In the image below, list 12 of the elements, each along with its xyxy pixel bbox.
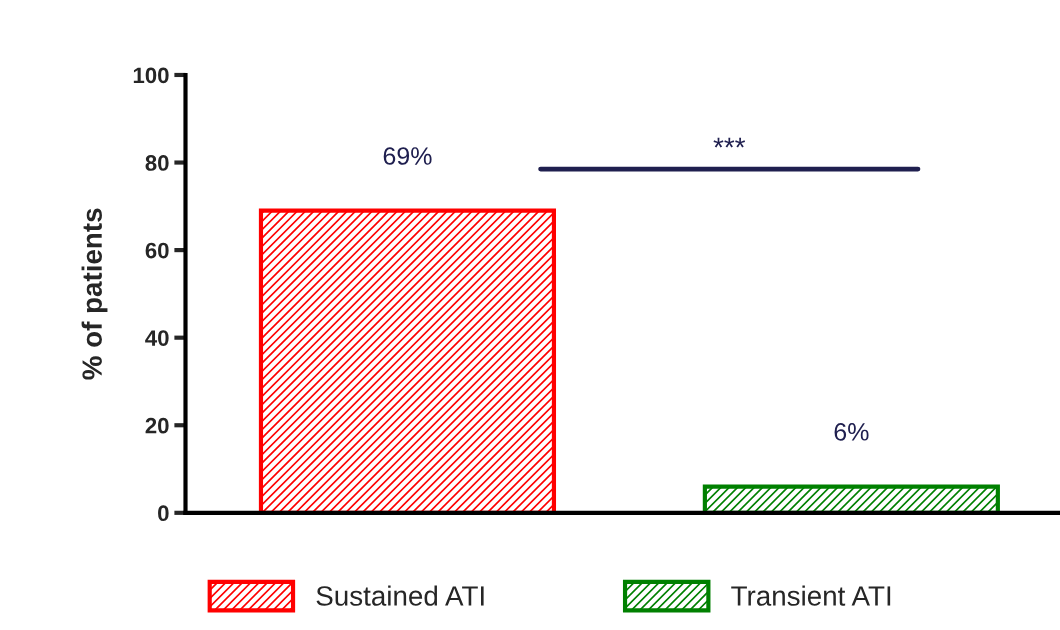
y-tick-label: 60 xyxy=(145,242,169,259)
data-label: 6% xyxy=(834,423,869,441)
y-tick-label: 20 xyxy=(145,417,169,434)
data-label: 69% xyxy=(383,147,432,165)
annotation: *** xyxy=(713,137,746,148)
y-axis-title: % of patients xyxy=(81,208,108,380)
legend-label: Sustained ATI xyxy=(316,585,484,606)
y-tick-label: 80 xyxy=(145,155,169,171)
legend-label: Transient ATI xyxy=(731,585,891,606)
y-tick-label: 100 xyxy=(133,67,169,84)
y-tick-label: 0 xyxy=(158,505,169,522)
y-tick-label: 40 xyxy=(145,330,169,346)
